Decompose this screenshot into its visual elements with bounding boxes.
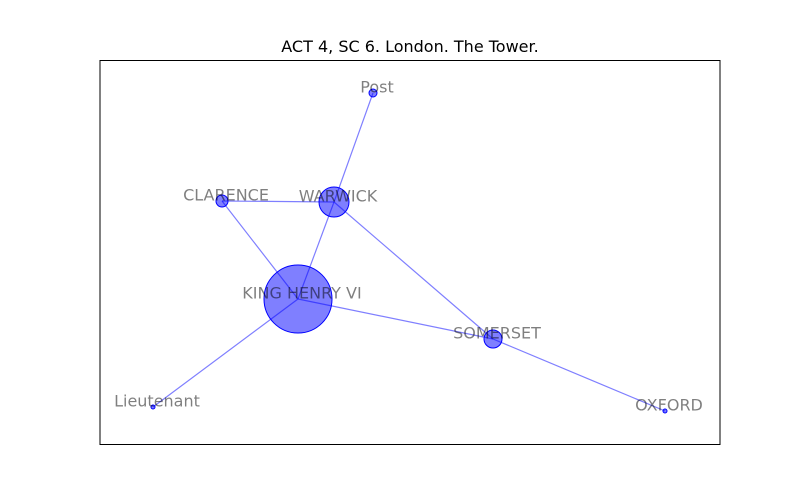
- node-king_henry_vi: [263, 264, 333, 334]
- plot-frame: [99, 60, 721, 445]
- node-clarence: [215, 194, 229, 208]
- node-label-lieutenant: Lieutenant: [114, 392, 200, 411]
- edge-post-warwick: [333, 92, 374, 203]
- edges-layer: [152, 92, 666, 412]
- node-label-oxford: OXFORD: [635, 396, 703, 415]
- node-lieutenant: [150, 404, 156, 410]
- labels-layer: KING HENRY VI WARWICK CLARENCE SOMERSET Post…: [114, 78, 703, 415]
- node-label-warwick: WARWICK: [299, 187, 378, 206]
- graph-title: ACT 4, SC 6. London. The Tower.: [281, 37, 538, 56]
- node-post: [368, 88, 378, 98]
- node-label-clarence: CLARENCE: [183, 186, 269, 205]
- node-label-somerset: SOMERSET: [453, 324, 541, 343]
- node-somerset: [483, 329, 503, 349]
- node-label-post: Post: [360, 78, 393, 97]
- edge-clarence-warwick: [221, 200, 335, 203]
- node-label-king_henry_vi: KING HENRY VI: [242, 284, 361, 303]
- node-warwick: [318, 186, 350, 218]
- nodes-layer: [150, 88, 668, 414]
- edge-warwick-somerset: [333, 201, 494, 340]
- edge-somerset-oxford: [492, 338, 666, 412]
- node-oxford: [662, 408, 668, 414]
